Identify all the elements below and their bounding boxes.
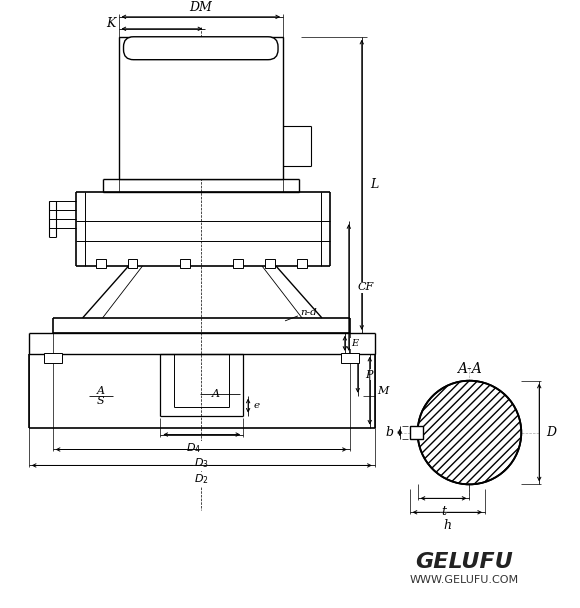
FancyBboxPatch shape	[124, 36, 278, 60]
Text: P: P	[365, 370, 372, 380]
Text: DM: DM	[190, 1, 212, 15]
Bar	[233, 259, 243, 268]
Text: L: L	[370, 178, 378, 192]
Bar	[180, 259, 190, 268]
Text: E: E	[351, 339, 358, 348]
Text: b: b	[386, 426, 394, 439]
Text: A: A	[97, 385, 104, 396]
Text: WWW.GELUFU.COM: WWW.GELUFU.COM	[410, 575, 519, 585]
Bar	[341, 353, 359, 363]
Bar	[96, 259, 106, 268]
Text: S: S	[97, 396, 104, 406]
Bar	[128, 259, 137, 268]
Bar	[265, 259, 275, 268]
Text: A: A	[212, 389, 220, 399]
Circle shape	[418, 381, 521, 485]
Text: $D_4$: $D_4$	[186, 441, 201, 455]
Bar	[118, 36, 283, 179]
Text: $D_3$: $D_3$	[194, 457, 209, 470]
Text: t: t	[441, 505, 446, 518]
Text: GELUFU: GELUFU	[415, 552, 513, 572]
Text: K: K	[106, 17, 115, 30]
Bar	[44, 353, 61, 363]
Text: D: D	[546, 426, 556, 439]
Bar	[297, 259, 307, 268]
Text: e: e	[253, 401, 259, 410]
Text: M: M	[377, 385, 388, 396]
Text: $D_2$: $D_2$	[194, 472, 209, 486]
Text: A-A: A-A	[457, 362, 482, 376]
Text: CF: CF	[358, 283, 374, 292]
Text: n-d: n-d	[300, 308, 317, 317]
Bar	[409, 426, 423, 439]
Text: h: h	[443, 519, 451, 532]
